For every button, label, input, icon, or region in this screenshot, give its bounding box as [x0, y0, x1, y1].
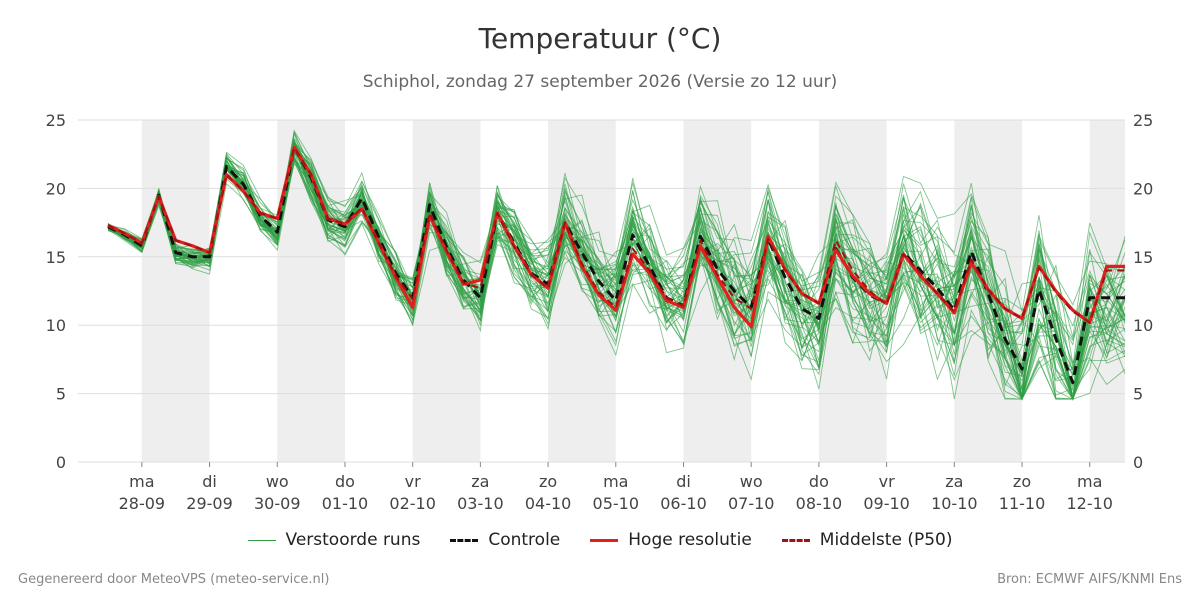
legend-label: Controle	[488, 530, 561, 550]
x-tick-day: ma	[603, 472, 628, 491]
hoge-resolutie-line	[107, 145, 1125, 329]
ensemble-run	[107, 157, 1126, 400]
x-tick-day: do	[335, 472, 355, 491]
legend-label: Hoge resolutie	[628, 530, 752, 550]
x-tick-day: zo	[539, 472, 557, 491]
x-tick-day: ma	[129, 472, 154, 491]
legend-label: Verstoorde runs	[285, 530, 421, 550]
y-tick-label-left: 20	[46, 179, 66, 198]
legend-item: Middelste (P50)	[781, 530, 953, 550]
x-tick-date: 11-10	[999, 494, 1046, 513]
legend-label: Middelste (P50)	[819, 530, 953, 550]
chart-subtitle: Schiphol, zondag 27 september 2026 (Vers…	[362, 72, 838, 92]
x-tick-date: 30-09	[254, 494, 301, 513]
x-tick-date: 09-10	[863, 494, 910, 513]
footer-source: Bron: ECMWF AIFS/KNMI Ens	[997, 572, 1182, 587]
y-tick-label-left: 25	[46, 111, 66, 130]
legend-swatch	[247, 539, 276, 541]
x-tick-day: vr	[405, 472, 421, 491]
legend-item: Controle	[450, 530, 560, 550]
x-tick-date: 12-10	[1066, 494, 1113, 513]
x-tick-day: za	[945, 472, 963, 491]
legend-item: Verstoorde runs	[247, 530, 421, 550]
y-tick-label-right: 0	[1133, 453, 1143, 472]
x-axis: ma 28-09 di 29-09 wo 30-09 do 01-10 vr 02-10 za 03-…	[119, 462, 1113, 513]
x-tick-day: za	[471, 472, 489, 491]
legend-swatch	[450, 538, 479, 542]
y-tick-label-left: 10	[46, 316, 66, 335]
y-tick-label-left: 0	[56, 453, 66, 472]
x-tick-date: 03-10	[457, 494, 504, 513]
x-tick-day: wo	[266, 472, 289, 491]
main-series	[107, 145, 1125, 385]
x-tick-day: ma	[1077, 472, 1102, 491]
x-tick-day: di	[676, 472, 691, 491]
day-bands	[141, 120, 1125, 462]
x-tick-day: wo	[740, 472, 763, 491]
x-tick-day: do	[809, 472, 829, 491]
ensemble-run	[107, 143, 1126, 400]
x-tick-day: di	[202, 472, 217, 491]
x-tick-date: 10-10	[931, 494, 978, 513]
y-axis-left: 0 5 10 15 20 25	[46, 111, 66, 472]
x-tick-date: 28-09	[119, 494, 166, 513]
y-tick-label-right: 15	[1133, 248, 1153, 267]
x-tick-date: 29-09	[186, 494, 233, 513]
x-tick-day: zo	[1013, 472, 1031, 491]
y-tick-label-left: 15	[46, 248, 66, 267]
legend-item: Hoge resolutie	[590, 530, 752, 550]
x-tick-date: 01-10	[322, 494, 369, 513]
y-tick-label-right: 5	[1133, 385, 1143, 404]
y-tick-label-left: 5	[56, 385, 66, 404]
footer-generator: Gegenereerd door MeteoVPS (meteo-service…	[18, 572, 330, 587]
x-tick-date: 04-10	[525, 494, 572, 513]
controle-line	[107, 145, 1125, 385]
day-band	[412, 120, 481, 462]
x-tick-date: 06-10	[660, 494, 707, 513]
legend-swatch	[781, 538, 810, 542]
x-tick-date: 02-10	[389, 494, 436, 513]
x-tick-date: 07-10	[728, 494, 775, 513]
x-tick-date: 05-10	[593, 494, 640, 513]
y-axis-right: 0 5 10 15 20 25	[1133, 111, 1153, 472]
y-tick-label-right: 10	[1133, 316, 1153, 335]
chart-title: Temperatuur (°C)	[478, 22, 722, 55]
y-tick-label-right: 25	[1133, 111, 1153, 130]
ensemble-run	[107, 139, 1126, 400]
legend-swatch	[590, 538, 619, 542]
legend: Verstoorde runs Controle Hoge resolutie Mid…	[0, 530, 1200, 550]
x-tick-day: vr	[879, 472, 895, 491]
y-tick-label-right: 20	[1133, 179, 1153, 198]
day-band	[141, 120, 210, 462]
x-tick-date: 08-10	[796, 494, 843, 513]
